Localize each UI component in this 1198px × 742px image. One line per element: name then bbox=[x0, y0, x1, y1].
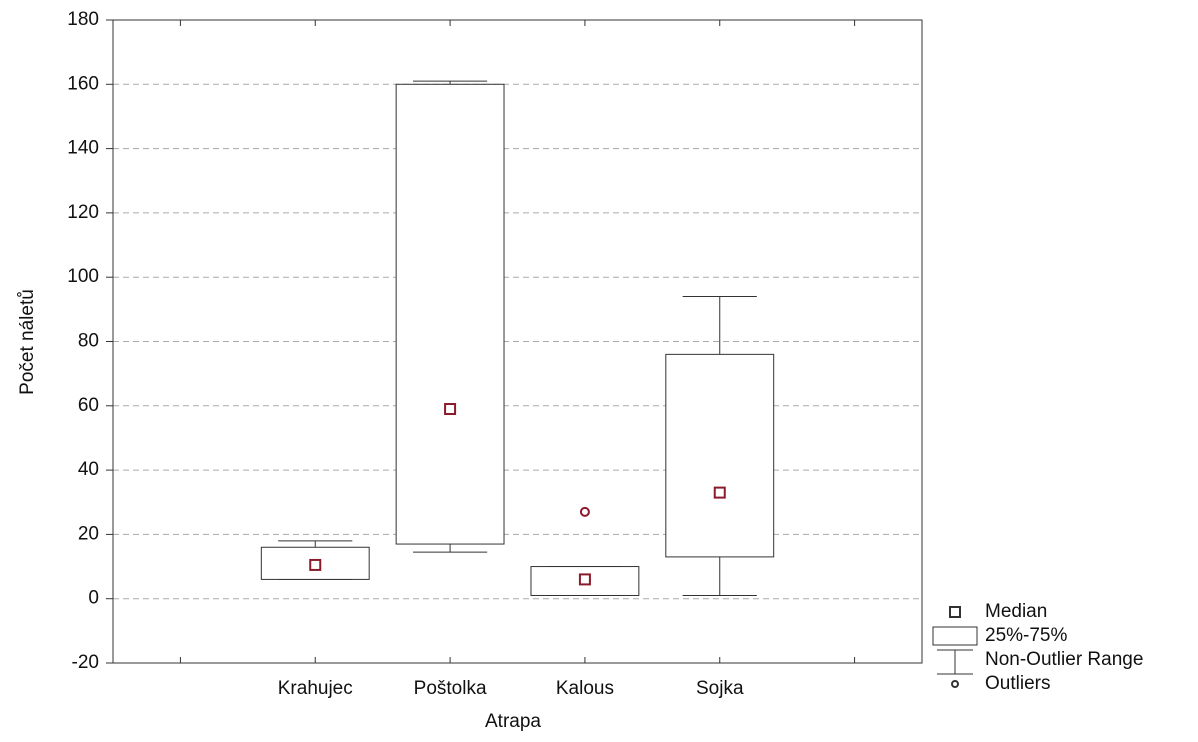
legend-median-symbol bbox=[949, 606, 961, 618]
legend-label: Outliers bbox=[985, 673, 1050, 694]
x-tick-label: Krahujec bbox=[278, 678, 353, 699]
y-axis-title: Počet náletů bbox=[17, 289, 38, 395]
y-tick-label: 120 bbox=[67, 202, 99, 223]
y-tick-label: 140 bbox=[67, 138, 99, 159]
box bbox=[395, 83, 505, 545]
legend-label: Non-Outlier Range bbox=[985, 649, 1143, 670]
legend-label: 25%-75% bbox=[985, 625, 1067, 646]
legend-outlier-symbol bbox=[951, 680, 959, 688]
legend-label: Median bbox=[985, 601, 1047, 622]
y-tick-label: 60 bbox=[78, 395, 99, 416]
box bbox=[530, 566, 640, 596]
x-tick-label: Sojka bbox=[696, 678, 744, 699]
plot-frame bbox=[112, 19, 923, 664]
y-tick-label: 20 bbox=[78, 523, 99, 544]
median-marker bbox=[713, 486, 726, 499]
outlier bbox=[579, 506, 590, 517]
legend-box-symbol bbox=[932, 626, 978, 646]
y-tick-label: 80 bbox=[78, 331, 99, 352]
x-axis-title: Atrapa bbox=[485, 711, 541, 732]
x-tick-label: Poštolka bbox=[414, 678, 487, 699]
y-tick-label: 100 bbox=[67, 266, 99, 287]
median-marker bbox=[309, 558, 322, 571]
y-tick-label: 160 bbox=[67, 73, 99, 94]
x-tick-label: Kalous bbox=[556, 678, 614, 699]
y-tick-label: 180 bbox=[67, 9, 99, 30]
box bbox=[665, 353, 775, 558]
median-marker bbox=[578, 573, 591, 586]
median-marker bbox=[444, 403, 457, 416]
y-tick-label: 0 bbox=[88, 588, 99, 609]
box bbox=[260, 546, 370, 580]
y-tick-label: -20 bbox=[72, 652, 99, 673]
y-tick-label: 40 bbox=[78, 459, 99, 480]
